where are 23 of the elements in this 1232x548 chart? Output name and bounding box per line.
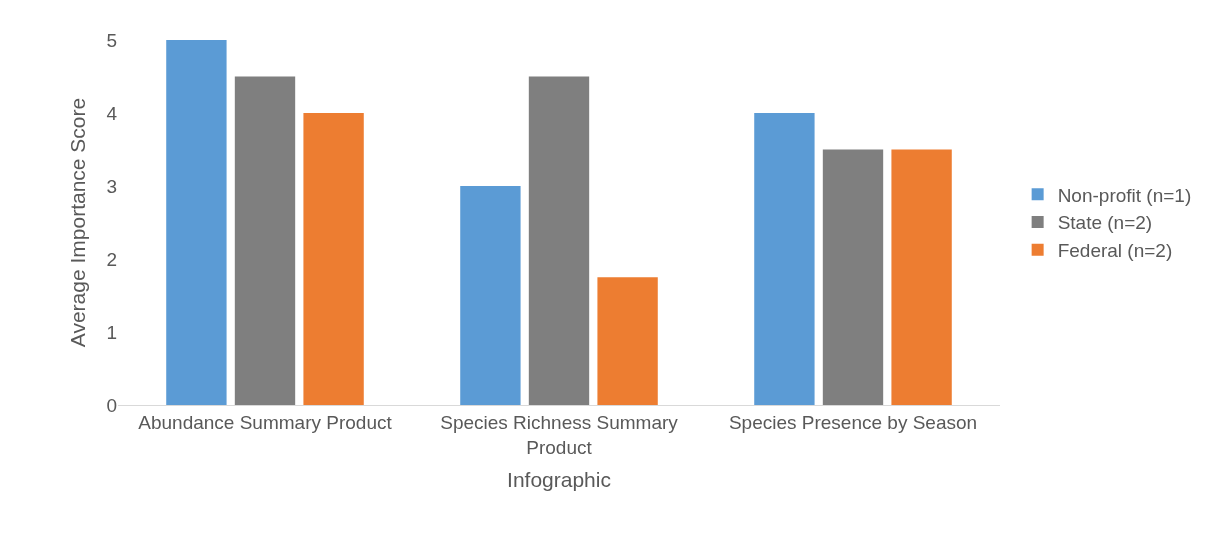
x-tick-label: Species Richness Summary Product [440,411,679,458]
x-axis-title: Infographic [507,467,611,491]
y-tick-label: 3 [106,175,117,197]
legend-label: Non-profit (n=1) [1057,184,1192,206]
x-tick-label: Abundance Summary Product [138,411,393,433]
bar [234,76,296,405]
y-tick-label: 1 [106,321,117,343]
y-tick-label: 5 [106,29,117,51]
bar [597,277,658,405]
bar [528,76,590,405]
bar [754,113,815,405]
bar [166,40,227,405]
legend-label: State (n=2) [1057,212,1153,234]
y-tick-label: 0 [106,394,117,416]
bar [460,186,521,405]
y-tick-label: 2 [106,248,117,270]
bar [891,149,952,405]
y-tick-label: 4 [106,102,118,124]
legend-label: Federal (n=2) [1057,240,1173,262]
x-tick-label: Species Presence by Season [728,411,978,433]
bar [303,113,364,405]
y-axis-title: Average Importance Score [65,97,89,348]
bar [822,149,884,405]
